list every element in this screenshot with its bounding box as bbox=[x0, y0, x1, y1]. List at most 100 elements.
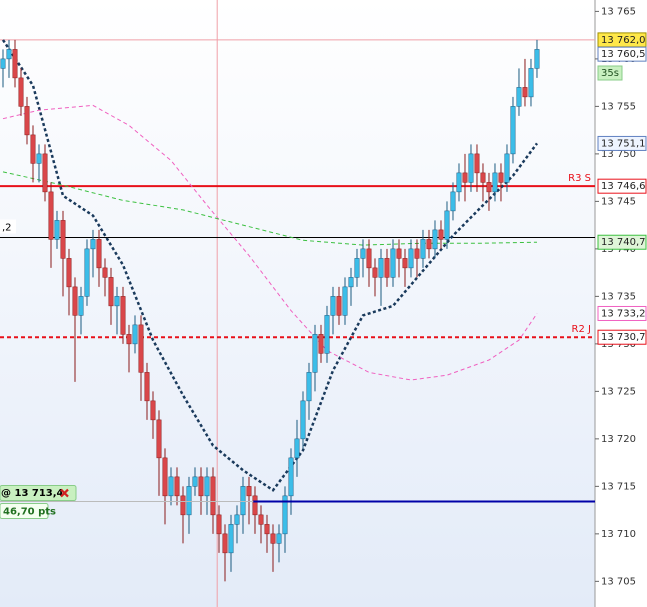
y-tick-label: 13 705 bbox=[601, 576, 636, 587]
candle-body bbox=[60, 220, 66, 259]
candle-body bbox=[162, 457, 168, 497]
price-tag bbox=[597, 46, 647, 62]
level-label: ,2 bbox=[2, 222, 12, 233]
y-tick-label: 13 735 bbox=[601, 291, 636, 302]
candle-body bbox=[426, 239, 432, 250]
candle-body bbox=[0, 58, 6, 69]
order-pts-box bbox=[0, 503, 49, 520]
candle-body bbox=[192, 476, 198, 487]
candle-body bbox=[324, 315, 330, 354]
candle-body bbox=[438, 229, 444, 240]
price-tag-label: 13 760,5 bbox=[601, 49, 646, 60]
candle-body bbox=[174, 476, 180, 497]
y-tick-label: 13 725 bbox=[601, 386, 636, 397]
price-tag bbox=[597, 305, 647, 321]
y-tick-label: 13 755 bbox=[601, 101, 636, 112]
candle-body bbox=[186, 486, 192, 516]
candle-body bbox=[318, 334, 324, 354]
moving-average bbox=[1, 39, 539, 492]
candle-body bbox=[18, 77, 24, 107]
candle-body bbox=[444, 210, 450, 240]
moving-average bbox=[2, 171, 538, 246]
candle-body bbox=[102, 267, 108, 278]
candle-body bbox=[384, 258, 390, 278]
candle-body bbox=[348, 277, 354, 288]
candle-body bbox=[48, 191, 54, 240]
candle-body bbox=[390, 248, 396, 278]
price-tag bbox=[597, 178, 647, 194]
candle-body bbox=[72, 286, 78, 316]
candle-body bbox=[522, 87, 528, 98]
candle-body bbox=[360, 248, 366, 259]
plot-background bbox=[0, 0, 595, 607]
candle-body bbox=[84, 248, 90, 297]
candle-body bbox=[126, 334, 132, 345]
candle-body bbox=[66, 258, 72, 288]
candle-body bbox=[282, 495, 288, 535]
candle-body bbox=[210, 476, 216, 516]
candle-body bbox=[216, 514, 222, 535]
candle-body bbox=[258, 514, 264, 525]
price-tag-label: 13 751,1 bbox=[601, 138, 646, 149]
moving-average bbox=[2, 104, 538, 381]
candle-body bbox=[168, 476, 174, 497]
price-tag bbox=[597, 234, 647, 250]
candle-body bbox=[246, 486, 252, 497]
candle-body bbox=[342, 286, 348, 316]
price-tag-label: 13 730,7 bbox=[601, 332, 646, 343]
level-label: R2 J bbox=[572, 324, 591, 335]
candle-body bbox=[264, 524, 270, 535]
y-tick-label: 13 765 bbox=[601, 6, 636, 17]
candle-body bbox=[528, 68, 534, 98]
level-label: R3 S bbox=[568, 173, 591, 184]
y-tick-label: 13 715 bbox=[601, 481, 636, 492]
candle-body bbox=[198, 476, 204, 497]
candle-body bbox=[78, 296, 84, 316]
candle-body bbox=[234, 514, 240, 525]
price-tag-label: 13 762,0 bbox=[601, 35, 646, 46]
candle-body bbox=[492, 172, 498, 193]
candle-body bbox=[24, 106, 30, 136]
candle-body bbox=[354, 258, 360, 278]
candle-body bbox=[288, 457, 294, 497]
candle-body bbox=[312, 334, 318, 373]
candle-body bbox=[54, 220, 60, 240]
candle-body bbox=[90, 239, 96, 250]
candle-body bbox=[432, 229, 438, 250]
y-tick-label: 13 720 bbox=[601, 434, 636, 445]
candle-body bbox=[462, 172, 468, 183]
candle-body bbox=[132, 324, 138, 345]
candle-body bbox=[306, 372, 312, 402]
candle-body bbox=[108, 277, 114, 307]
candle-body bbox=[96, 239, 102, 269]
candle-body bbox=[222, 533, 228, 554]
candle-body bbox=[498, 172, 504, 183]
candle-body bbox=[378, 258, 384, 278]
candle-body bbox=[534, 49, 540, 69]
candle-body bbox=[42, 153, 48, 193]
price-tag bbox=[597, 329, 647, 345]
order-close-icon bbox=[60, 488, 69, 498]
y-tick-label: 13 745 bbox=[601, 196, 636, 207]
candle-body bbox=[456, 172, 462, 193]
price-tag bbox=[597, 135, 647, 151]
candle-body bbox=[204, 476, 210, 497]
level-label-box bbox=[0, 219, 16, 234]
candle-body bbox=[330, 296, 336, 316]
candle-body bbox=[276, 533, 282, 544]
candle-body bbox=[336, 296, 342, 316]
price-tag-label: 13 746,6 bbox=[601, 181, 646, 192]
candle-body bbox=[12, 49, 18, 79]
candle-body bbox=[414, 248, 420, 259]
candle-body bbox=[504, 153, 510, 183]
price-tag-label: 13 733,2 bbox=[601, 308, 646, 319]
candle-body bbox=[450, 191, 456, 212]
candle-body bbox=[120, 296, 126, 335]
order-pts: 46,70 pts bbox=[3, 507, 56, 518]
candle-body bbox=[366, 248, 372, 269]
candle-body bbox=[270, 533, 276, 544]
candle-body bbox=[420, 239, 426, 259]
candle-body bbox=[510, 106, 516, 155]
candle-body bbox=[36, 153, 42, 164]
